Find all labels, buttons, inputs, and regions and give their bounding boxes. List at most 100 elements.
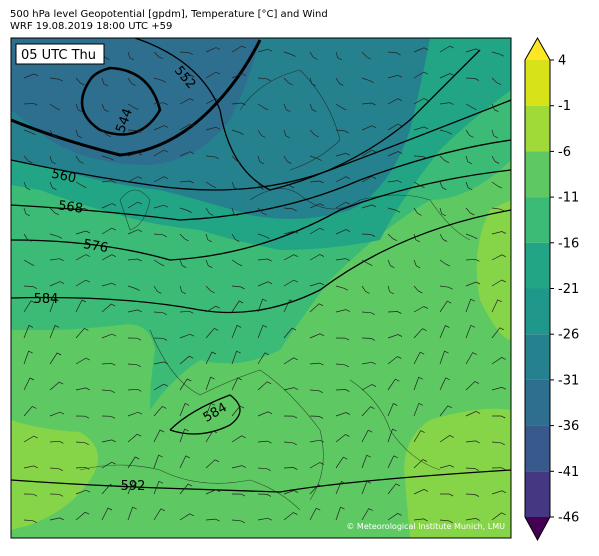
colorbar-tick-label: -31: [558, 373, 579, 388]
contour-label: 560: [50, 167, 77, 187]
wind-barb: [23, 405, 37, 417]
wind-barb: [127, 456, 140, 469]
wind-barb: [335, 363, 349, 368]
wind-barb: [127, 388, 142, 392]
wind-barb: [179, 285, 186, 295]
colorbar-band: [525, 379, 550, 426]
wind-barb: [231, 155, 241, 164]
wind-barb: [179, 151, 195, 157]
wind-barb: [439, 285, 453, 290]
wind-barb: [127, 201, 142, 209]
wind-barb: [387, 151, 403, 157]
wind-barb: [387, 334, 403, 339]
wind-barb: [49, 440, 64, 444]
wind-barb: [465, 467, 480, 471]
colorbar-tick-label: -16: [558, 236, 579, 251]
wind-barb: [231, 519, 245, 524]
colorbar-band: [525, 105, 550, 152]
wind-barb: [491, 77, 502, 86]
coldest-area: [11, 38, 260, 165]
contour-label: 584: [34, 292, 59, 307]
wind-barb: [23, 300, 36, 313]
wind-barb: [153, 125, 169, 131]
wind-barb: [439, 519, 453, 524]
wind-barb: [413, 233, 420, 243]
colorbar-band: [525, 242, 550, 289]
wind-barb: [179, 402, 190, 417]
wind-barb: [335, 229, 351, 235]
credit: © Meteorological Institute Munich, LMU: [346, 522, 505, 531]
wind-barb: [413, 285, 423, 294]
wind-barb: [23, 435, 38, 443]
wind-barb: [387, 285, 394, 295]
wind-barb: [413, 259, 421, 269]
wind-barb: [283, 155, 292, 164]
wind-barb: [75, 103, 83, 113]
wind-barb: [127, 51, 134, 61]
wind-barb: [179, 378, 192, 391]
wind-barb: [205, 155, 219, 160]
wind-barb: [257, 103, 269, 111]
wind-barb: [49, 258, 64, 262]
wind-barb: [491, 254, 507, 261]
wind-barb: [491, 467, 506, 471]
wind-barb: [413, 47, 429, 53]
colorbar-tick-label: -26: [558, 328, 579, 343]
wind-barb: [205, 430, 218, 443]
wind-barb: [439, 129, 452, 135]
wind-barb: [387, 455, 398, 469]
wind-barb: [283, 357, 298, 365]
wind-barb: [49, 411, 65, 417]
colorbar-over: [525, 38, 550, 60]
wind-barb: [101, 303, 116, 313]
wind-barb: [283, 279, 298, 287]
wind-barb: [387, 207, 400, 213]
wind-barb: [387, 403, 398, 417]
wind-barb: [491, 356, 506, 365]
wind-barb: [465, 324, 476, 339]
wind-barb: [465, 381, 480, 391]
wind-barb: [491, 279, 506, 287]
wind-barb: [179, 74, 195, 79]
wind-barb: [153, 383, 168, 391]
wind-barb: [127, 337, 142, 341]
wind-barb: [101, 507, 113, 521]
colorbar-under: [525, 517, 550, 540]
colorbar-tick-label: -36: [558, 419, 579, 434]
wind-barb: [127, 411, 143, 417]
wind-barb: [361, 384, 377, 391]
wind-barb: [335, 412, 351, 417]
wind-barb: [492, 415, 506, 419]
wind-barb: [439, 45, 454, 53]
colorbar-tick-label: -6: [558, 145, 571, 160]
wind-barb: [127, 77, 136, 86]
wind-barb: [335, 51, 342, 61]
wind-barb: [75, 155, 84, 164]
wind-barb: [413, 181, 425, 189]
wind-barb: [413, 376, 423, 391]
wind-barb: [439, 300, 452, 313]
wind-barb: [257, 440, 272, 444]
wind-barb: [127, 506, 137, 521]
colorbar-tick-label: -21: [558, 282, 579, 297]
wind-barb: [179, 310, 194, 314]
wind-barb: [23, 259, 35, 267]
wind-barb: [439, 155, 450, 164]
wind-barb: [231, 350, 241, 365]
wind-barb: [309, 303, 324, 313]
wind-barb: [205, 489, 221, 495]
wind-barb: [465, 440, 480, 444]
wind-barb: [387, 428, 397, 443]
wind-barb: [465, 493, 480, 497]
wind-barb: [75, 327, 89, 339]
wind-barb: [49, 207, 59, 216]
colorbar-tick-label: -46: [558, 511, 579, 526]
wind-barb: [439, 464, 455, 469]
wind-barb: [387, 233, 398, 242]
wind-barb: [257, 493, 272, 497]
wind-barb: [205, 327, 219, 339]
wind-barb: [387, 483, 401, 495]
wind-barb: [231, 324, 242, 339]
wind-barb: [335, 389, 350, 392]
